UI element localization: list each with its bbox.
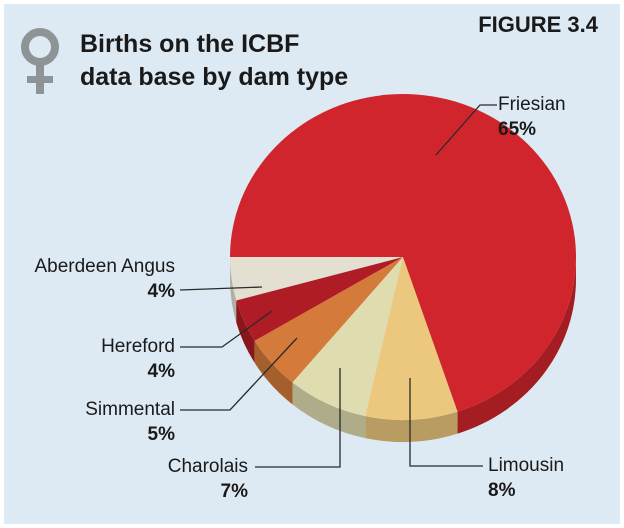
pie-slice (236, 257, 403, 341)
pie-slice (230, 257, 403, 301)
leader-line (180, 310, 273, 348)
labels: Aberdeen Angus 4% Hereford 4% Simmental 5% Cha… (34, 94, 565, 502)
value-label: 5% (148, 424, 176, 445)
slice-label: Charolais (168, 456, 248, 477)
leader-line (409, 378, 483, 467)
value-label: 4% (148, 281, 176, 302)
slice-label: Hereford (101, 336, 175, 357)
pie-slice (254, 257, 403, 383)
slice-label: Simmental (85, 399, 175, 420)
leader-line (255, 368, 341, 468)
slice-label: Limousin (488, 455, 564, 476)
pie (230, 93, 576, 442)
pie-side (236, 300, 255, 363)
pie-side (457, 257, 576, 434)
value-label: 7% (221, 481, 249, 502)
value-label: 8% (488, 480, 516, 501)
pie-side (292, 382, 366, 439)
value-label: 65% (498, 119, 536, 140)
leader-line (180, 337, 298, 411)
slice-label: Aberdeen Angus (34, 256, 175, 277)
pie-side (254, 340, 293, 405)
slice-label: Friesian (498, 94, 566, 115)
pie-slice (292, 257, 403, 417)
leader-line (179, 286, 263, 291)
figure-label: FIGURE 3.4 (478, 12, 599, 37)
chart-title: Births on the ICBF (80, 30, 299, 58)
pie-side (230, 257, 237, 323)
pie-slice (365, 257, 458, 420)
leader-line (435, 104, 497, 156)
chart-title: data base by dam type (80, 63, 348, 91)
pie-slice (230, 93, 576, 412)
value-label: 4% (148, 361, 176, 382)
pie-side (365, 411, 458, 442)
female-icon (21, 28, 59, 94)
